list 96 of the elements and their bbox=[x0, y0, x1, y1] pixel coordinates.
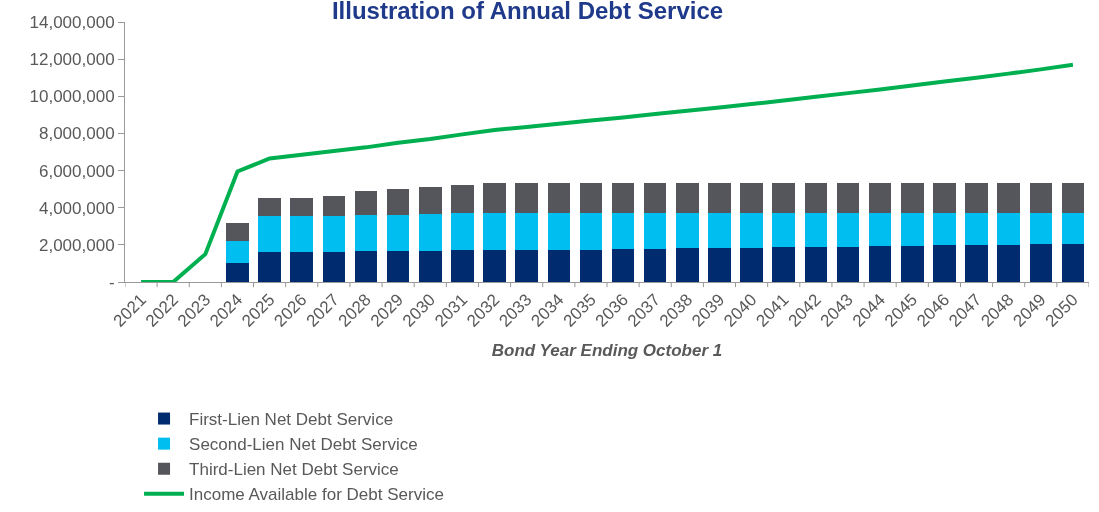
y-tick-label: 10,000,000 bbox=[29, 87, 115, 107]
bar bbox=[483, 182, 506, 213]
bar bbox=[1029, 212, 1053, 245]
bar bbox=[290, 252, 313, 282]
bar bbox=[868, 212, 892, 247]
bar bbox=[708, 182, 731, 213]
bar bbox=[643, 212, 667, 249]
bar bbox=[611, 212, 635, 249]
bar bbox=[804, 246, 828, 282]
bar bbox=[836, 246, 860, 282]
bar bbox=[772, 182, 795, 213]
bar bbox=[997, 182, 1020, 213]
bar bbox=[579, 212, 603, 250]
bar bbox=[386, 189, 410, 215]
bar bbox=[868, 182, 892, 213]
bar bbox=[451, 250, 474, 282]
bar bbox=[515, 212, 538, 250]
bar bbox=[997, 212, 1020, 245]
bar bbox=[643, 248, 667, 282]
bar bbox=[997, 244, 1020, 282]
bar bbox=[611, 182, 635, 213]
bar bbox=[226, 241, 249, 264]
bar bbox=[354, 190, 378, 216]
bar bbox=[547, 212, 571, 250]
bar bbox=[419, 250, 442, 282]
bar bbox=[226, 222, 249, 242]
bar bbox=[354, 251, 378, 282]
bar bbox=[547, 182, 571, 213]
x-axis-title: Bond Year Ending October 1 bbox=[491, 340, 723, 360]
bar bbox=[515, 182, 538, 213]
bar bbox=[708, 212, 731, 249]
bar bbox=[483, 250, 506, 282]
bar bbox=[804, 182, 828, 213]
bar bbox=[290, 197, 313, 217]
bar bbox=[933, 182, 956, 213]
bar bbox=[772, 212, 795, 248]
bar bbox=[740, 247, 763, 282]
legend-label: Second-Lien Net Debt Service bbox=[189, 435, 418, 455]
bar bbox=[901, 212, 924, 246]
bar bbox=[740, 212, 763, 248]
bar bbox=[386, 214, 410, 252]
bar bbox=[1029, 244, 1053, 282]
bar bbox=[579, 182, 603, 213]
bar bbox=[965, 245, 988, 282]
bar bbox=[836, 182, 860, 213]
legend-label: Income Available for Debt Service bbox=[189, 485, 444, 505]
bar bbox=[322, 196, 346, 216]
bar bbox=[1061, 243, 1085, 282]
bar bbox=[611, 248, 635, 282]
y-tick-label: - bbox=[108, 272, 115, 292]
bar bbox=[258, 216, 281, 253]
bar bbox=[419, 187, 442, 214]
bar bbox=[386, 251, 410, 282]
bar bbox=[451, 213, 474, 251]
bar bbox=[1029, 182, 1053, 213]
bar bbox=[258, 252, 281, 282]
bar bbox=[322, 215, 346, 253]
y-tick-label: 14,000,000 bbox=[29, 12, 115, 32]
bar bbox=[1061, 212, 1085, 244]
bar bbox=[258, 197, 281, 217]
bar bbox=[772, 247, 795, 282]
bar bbox=[901, 182, 924, 213]
y-tick-label: 12,000,000 bbox=[29, 50, 115, 70]
bar bbox=[676, 182, 699, 213]
bar bbox=[708, 248, 731, 282]
bar bbox=[483, 212, 506, 251]
bar bbox=[1061, 182, 1085, 213]
y-tick-label: 4,000,000 bbox=[38, 198, 115, 218]
bar bbox=[933, 245, 956, 282]
y-tick-label: 2,000,000 bbox=[38, 235, 115, 255]
bar bbox=[740, 182, 763, 213]
line-series bbox=[139, 62, 1075, 282]
bar bbox=[901, 245, 924, 282]
y-tick-label: 6,000,000 bbox=[38, 161, 115, 181]
bar bbox=[804, 212, 828, 247]
legend-label: First-Lien Net Debt Service bbox=[189, 410, 394, 430]
bar bbox=[354, 215, 378, 252]
bar bbox=[965, 212, 988, 246]
y-tick-label: 8,000,000 bbox=[38, 124, 115, 144]
bar bbox=[290, 216, 313, 253]
bar bbox=[933, 212, 956, 246]
bar bbox=[579, 249, 603, 282]
bar bbox=[676, 212, 699, 249]
bar bbox=[965, 182, 988, 213]
bar bbox=[868, 246, 892, 282]
legend-label: Third-Lien Net Debt Service bbox=[189, 460, 399, 480]
bar bbox=[451, 185, 474, 214]
bar bbox=[836, 212, 860, 247]
bar bbox=[515, 249, 538, 282]
bar bbox=[676, 248, 699, 282]
bar bbox=[226, 263, 249, 282]
bar bbox=[322, 252, 346, 282]
bar bbox=[547, 249, 571, 282]
chart-title: Illustration of Annual Debt Service bbox=[331, 0, 724, 25]
bar bbox=[419, 213, 442, 251]
bar bbox=[643, 182, 667, 213]
